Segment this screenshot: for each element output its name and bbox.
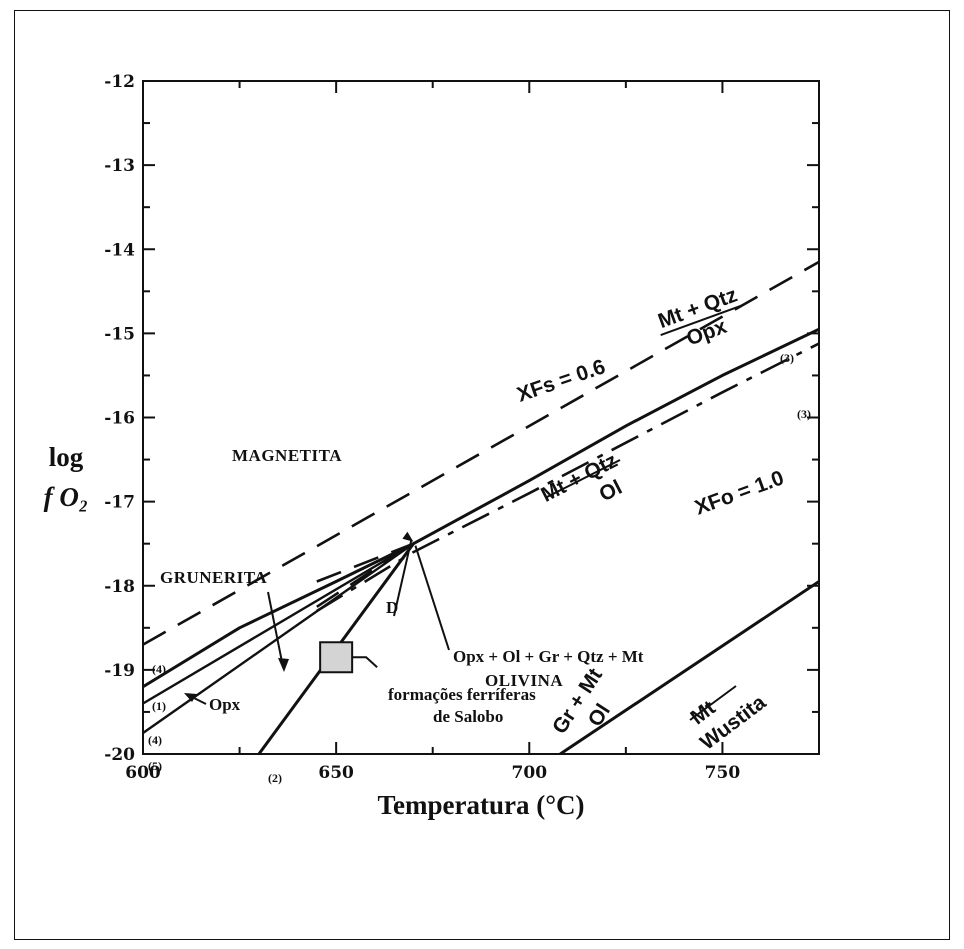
tag-2: (2)	[268, 771, 282, 785]
invariant-arrow	[393, 539, 413, 617]
sample-box-label-line1: formações ferríferas	[388, 685, 536, 704]
series-line-7	[316, 542, 414, 583]
y-tick-label: -20	[104, 745, 135, 765]
x-tick-label: 600	[125, 763, 161, 783]
series-line-2	[316, 342, 819, 613]
series-line-8	[316, 542, 415, 608]
composition-label-xfs: XFs = 0.6	[514, 355, 608, 407]
tag-3-solid: (3)	[780, 351, 794, 365]
y-tick-label: -19	[104, 661, 135, 681]
y-tick-label: -16	[104, 409, 135, 429]
y-tick-label: -13	[104, 156, 135, 176]
y-axis-label-fo2: f O₂	[44, 482, 89, 512]
x-tick-label: 650	[318, 763, 354, 783]
y-tick-label: -12	[104, 72, 135, 92]
x-tick-group: 600 650 700 750	[125, 81, 820, 783]
grunerita-arrowhead	[278, 658, 289, 672]
assemblage-leader	[414, 545, 450, 651]
x-tick-label: 750	[705, 763, 741, 783]
series-line-1	[143, 327, 819, 688]
reaction-divider-mt-wustita	[689, 685, 737, 721]
invariant-arrowhead	[402, 531, 414, 542]
sample-box-leader	[352, 656, 378, 668]
reaction-divider-mt-qtz-ol	[546, 459, 621, 498]
y-tick-label: -18	[104, 577, 135, 597]
y-axis-label-log: log	[49, 442, 84, 472]
region-label-grunerita: GRUNERITA	[160, 568, 267, 587]
y-tick-label: -15	[104, 324, 135, 344]
composition-label-xfo: XFo = 1.0	[692, 466, 787, 519]
series-line-6	[559, 580, 819, 754]
x-axis-label: Temperatura (°C)	[377, 790, 584, 820]
tag-5: (5)	[148, 759, 162, 773]
sample-box-label-line2: de Salobo	[433, 707, 503, 726]
assemblage-label: Opx + Ol + Gr + Qtz + Mt	[453, 647, 644, 666]
series-line-3	[143, 542, 415, 705]
invariant-point-label: D	[386, 598, 398, 617]
reaction-label-mt-qtz-ol-bottom: Ol	[596, 476, 626, 507]
region-label-magnetita: MAGNETITA	[232, 446, 342, 465]
reaction-divider	[660, 304, 744, 336]
y-tick-label: -14	[104, 240, 135, 260]
figure-frame	[14, 10, 950, 940]
y-tick-group: -12 -13 -14 -15 -16 -17 -18 -19 -20	[104, 72, 819, 765]
sample-box	[319, 641, 354, 674]
tag-3-dashdot: (3)	[797, 407, 811, 421]
opx-arrowhead	[184, 693, 197, 702]
series-line-0	[143, 260, 819, 646]
x-tick-label: 700	[512, 763, 548, 783]
region-label-olivina: OLIVINA	[485, 671, 563, 690]
annotation-group	[184, 459, 737, 721]
reaction-label-opx: Opx	[209, 695, 241, 714]
tag-4-dashed: (4)	[152, 662, 166, 676]
tag-1: (1)	[152, 699, 166, 713]
tag-4-solid: (4)	[148, 733, 162, 747]
y-tick-label: -17	[104, 493, 135, 513]
